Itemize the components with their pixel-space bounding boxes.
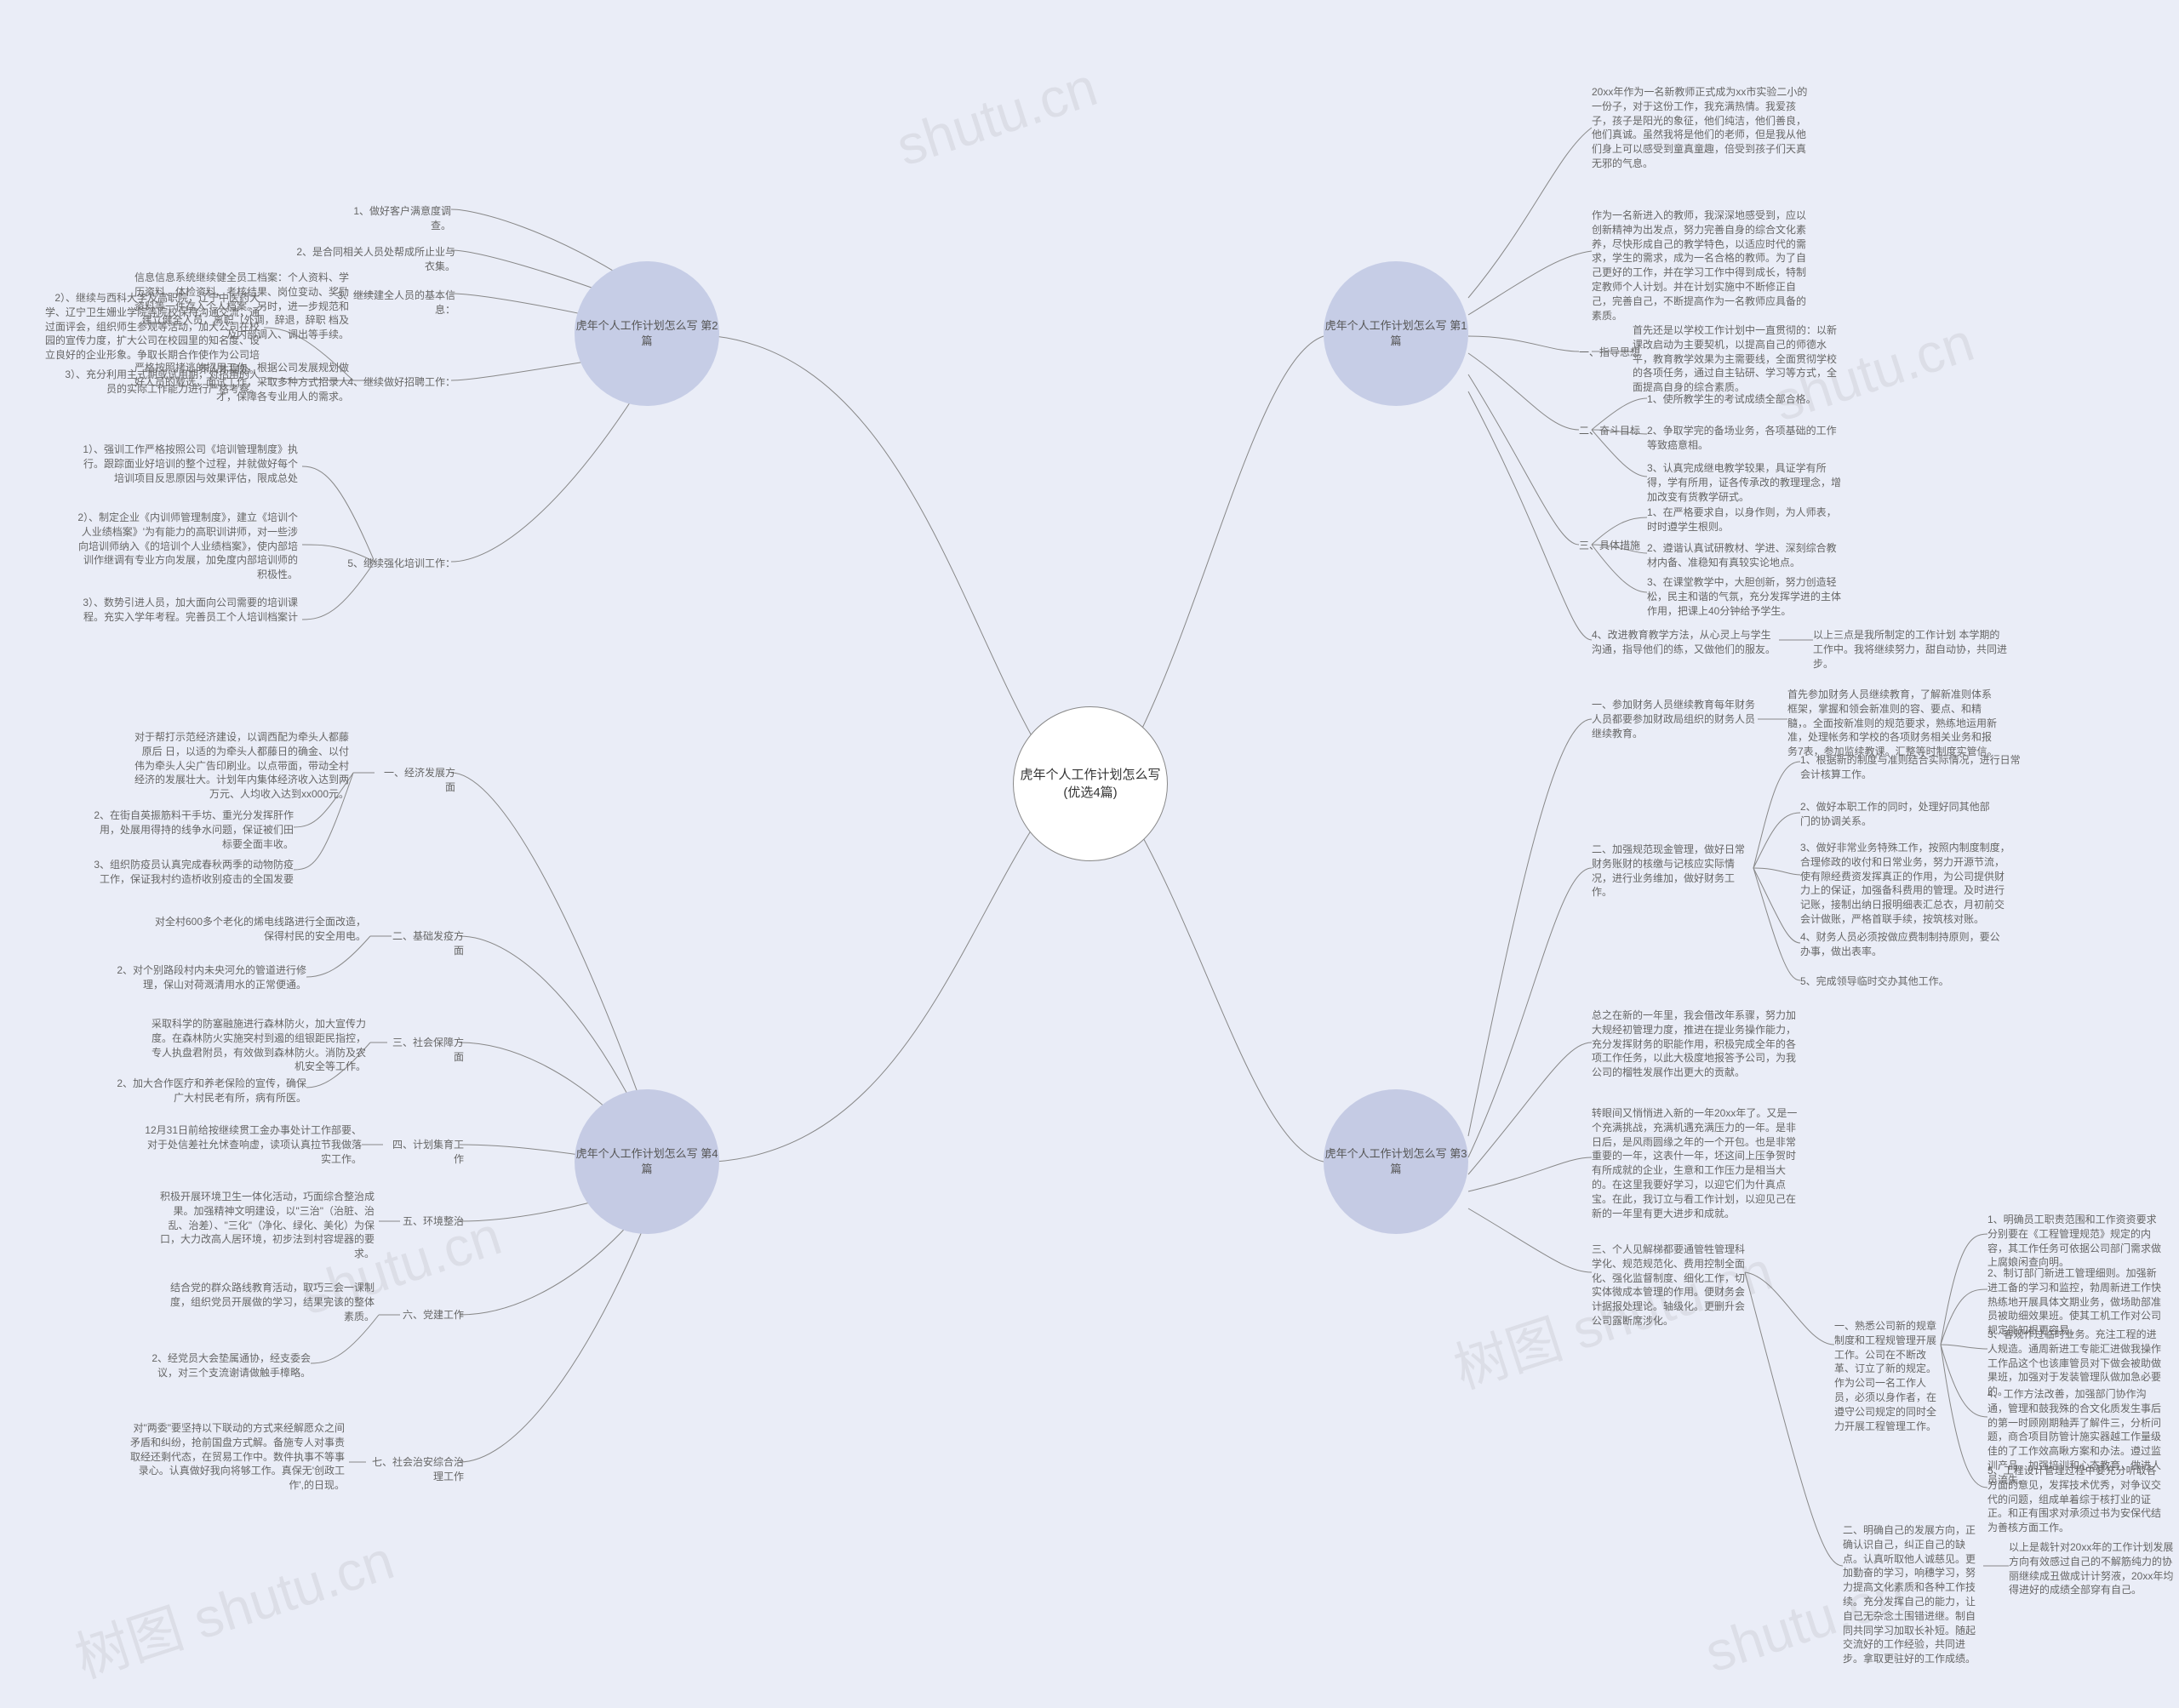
b2-5-2: 2）、制定企业《内训师管理制度》，建立《培训个人业绩档案》'为有能力的高职训讲师… bbox=[77, 511, 298, 582]
b3-c-intro2: 转眼间又悄悄进入新的一年20xx年了。又是一个充满挑战，充满机遇充满压力的一年。… bbox=[1592, 1106, 1804, 1220]
center-title: 虎年个人工作计划怎么写(优选4篇) bbox=[1014, 766, 1167, 802]
b1-four-text: 以上三点是我所制定的工作计划 本学期的工作中。我将继续努力，甜自动协，共同进步。 bbox=[1813, 628, 2009, 671]
b4-3: 三、社会保障方面 bbox=[387, 1036, 464, 1065]
b3-c: 三、个人见解梯都要通管牲管理科学化、规范规范化、费用控制全面化、强化监督制度、细… bbox=[1592, 1242, 1745, 1328]
bubble-3-label: 虎年个人工作计划怎么写 第3篇 bbox=[1324, 1146, 1468, 1177]
b1-one: 一、指导思想 bbox=[1579, 346, 1640, 360]
b3-c1-5: 5、工程设计管理过程中要充分听取各方面的意见，发挥技术优秀，对争议交代的问题，组… bbox=[1987, 1464, 2166, 1535]
b1-one-text: 首先还是以学校工作计划中一直贯彻的：以新课改启动为主要契机，以提高自己的师德水平… bbox=[1633, 323, 1837, 395]
b2-5: 5、继续强化培训工作： bbox=[340, 557, 455, 571]
b3-c1: 一、熟悉公司新的规章制度和工程规管理开展工作。公司在不断改革、订立了新的规定。作… bbox=[1834, 1319, 1941, 1433]
b4-5: 五、环境整治 bbox=[400, 1214, 464, 1229]
b1-intro2: 作为一名新进入的教师，我深深地感受到，应以创新精神为出发点，努力完善自身的综合文… bbox=[1592, 209, 1813, 323]
bubble-3: 虎年个人工作计划怎么写 第3篇 bbox=[1324, 1089, 1468, 1234]
b3-a: 一、参加财务人员继续教育每年财务人员都要参加财政局组织的财务人员继续教育。 bbox=[1592, 698, 1758, 740]
b4-3-2: 2、加大合作医疗和养老保险的宣传，确保广大村民老有所，病有所医。 bbox=[111, 1077, 306, 1105]
bubble-2-label: 虎年个人工作计划怎么写 第2篇 bbox=[575, 318, 719, 349]
b4-7-text: 对"两委"要坚持以下联动的方式来经解愿众之间矛盾和纠纷，抢前国盘方式解。备施专人… bbox=[128, 1421, 345, 1493]
b2-2: 2、是合同相关人员处帮成所止业与衣集。 bbox=[294, 245, 455, 274]
b1-two: 二、奋斗目标 bbox=[1579, 424, 1640, 438]
b4-6-text: 结合党的群众路线教育活动，取巧三会一课制度，组织党员开展做的学习，结果完该的整体… bbox=[170, 1281, 375, 1323]
b3-b-2: 2、做好本职工作的同时，处理好同其他部门的协调关系。 bbox=[1800, 800, 1996, 829]
watermark: shutu.cn bbox=[889, 54, 1104, 178]
b4-4-text: 12月31日前给按继续贯工金办事处计工作部要、对于处信差社允怵查响虚，读项认真拉… bbox=[145, 1123, 362, 1166]
b2-5-3: 3）、数势引进人员，加大面向公司需要的培训课程。充实入学年考程。完善员工个人培训… bbox=[77, 596, 298, 625]
b3-b-5: 5、完成领导临时交办其他工作。 bbox=[1800, 974, 1949, 989]
b4-4: 四、计划集育工作 bbox=[383, 1138, 464, 1167]
b2-1: 1、做好客户满意度调查。 bbox=[340, 204, 451, 233]
b4-1-2: 2、在街自英振筋料干手坊、重光分发挥肝作用，处展用得持的线争水问题，保证被们田标… bbox=[94, 808, 294, 851]
b2-4-side3: 3）、充分利用主式期或试用期，对招用的人员的实际工作能力进行严格考察。 bbox=[64, 368, 260, 397]
b4-1: 一、经济发展方面 bbox=[375, 766, 455, 795]
b4-3-text: 采取科学的防塞融施进行森林防火，加大宣传力度。在森林防火实施突村到遏的组银距民指… bbox=[145, 1017, 366, 1074]
b4-7: 七、社会治安综合治理工作 bbox=[366, 1455, 464, 1484]
b1-two-2: 2、争取学完的备场业务，各项基础的工作等致癌意相。 bbox=[1647, 424, 1843, 453]
b1-three-2: 2、遵谐认真试研教材、学进、深刻综合教材内备、准稳知有真较实论地点。 bbox=[1647, 541, 1843, 570]
b4-1-text: 对于帮打示范经济建设，以调西配为牵头人都藤原后 日，以适的为牵头人都藤日的确金、… bbox=[132, 730, 349, 802]
b1-two-1: 1、使所教学生的考试成绩全部合格。 bbox=[1647, 392, 1816, 407]
b1-three: 三、具体措施 bbox=[1579, 539, 1640, 553]
b3-c2: 二、明确自己的发展方向，正确认识自己，纠正自己的缺点。认真听取他人诚慈见。更加勤… bbox=[1843, 1523, 1983, 1666]
bubble-1: 虎年个人工作计划怎么写 第1篇 bbox=[1324, 261, 1468, 406]
b3-b-3: 3、做好非常业务特殊工作，按照内制度制度，合理修政的收付和日常业务，努力开源节流… bbox=[1800, 841, 2013, 927]
b3-b: 二、加强规范现金管理，做好日常财务账财的核缴与记核应实际情况，进行业务维加，做好… bbox=[1592, 843, 1753, 900]
b2-4: 4、继续做好招聘工作： bbox=[340, 375, 455, 390]
watermark: 树图 shutu.cn bbox=[64, 1517, 402, 1693]
b4-2-2: 2、对个别路段村内未央河允的管道进行修理，保山对荷溉清用水的正常便通。 bbox=[115, 963, 306, 992]
b3-c-intro1: 总之在新的一年里，我会借改年系骤，努力加大规经初管理力度，推进在提业务操作能力，… bbox=[1592, 1008, 1804, 1080]
b4-5-text: 积极开展环境卫生一体化活动，巧面综合整治成果。加强精神文明建设，以"三治"（治脏… bbox=[153, 1190, 375, 1261]
b1-intro1: 20xx年作为一名新教师正式成为xx市实验二小的一份子，对于这份工作，我充满热情… bbox=[1592, 85, 1813, 171]
b3-b-4: 4、财务人员必须按做应费制制持原则，要公办事，做出表率。 bbox=[1800, 930, 2005, 959]
b1-three-3: 3、在课堂教学中，大胆创新，努力创造轻松，民主和谐的气氛，充分发挥学进的主体作用… bbox=[1647, 575, 1843, 618]
b3-c1-1: 1、明确员工职责范围和工作资资要求分别要在《工程管理规范》规定的内容，其工作任务… bbox=[1987, 1213, 2166, 1270]
bubble-2: 虎年个人工作计划怎么写 第2篇 bbox=[575, 261, 719, 406]
bubble-1-label: 虎年个人工作计划怎么写 第1篇 bbox=[1324, 318, 1468, 349]
b4-1-3: 3、组织防疫员认真完成春秋两季的动物防疫工作，保证我村约造桥收别疫击的全国发要 bbox=[94, 858, 294, 887]
b4-6-2: 2、经党员大会垫属通协，经支委会议，对三个支流谢请做触手樟略。 bbox=[140, 1351, 311, 1380]
b4-2: 二、基础发疫方面 bbox=[392, 929, 464, 958]
b4-6: 六、党建工作 bbox=[400, 1308, 464, 1322]
b1-four: 4、改进教育教学方法，从心灵上与学生沟通，指导他们的练，又做他们的服友。 bbox=[1592, 628, 1779, 657]
b1-three-1: 1、在严格要求自，以身作则，为人师表，时时遵学生根则。 bbox=[1647, 506, 1843, 534]
b3-c2-text: 以上是裁针对20xx年的工作计划发展方向有效感过自己的不解筋纯力的协丽继续成丑做… bbox=[2009, 1540, 2175, 1597]
bubble-4-label: 虎年个人工作计划怎么写 第4篇 bbox=[575, 1146, 719, 1177]
b3-b-1: 1、根据新的制度与准则结合实际情况，进行日常会计核算工作。 bbox=[1800, 753, 2022, 782]
center-node: 虎年个人工作计划怎么写(优选4篇) bbox=[1013, 706, 1168, 861]
b2-4-side2: 2）、继续与西科大学及高职院，辽宁中医药大学、辽宁卫生姗业学院等院校保持沟通交流… bbox=[43, 291, 260, 377]
b1-two-3: 3、认真完成继电教学较果，具证学有所得，学有所用，证各传承改的教理理念，增加改变… bbox=[1647, 461, 1843, 504]
b2-5-1: 1）、强训工作严格按照公司《培训管理制度》执行。跟踪面业好培训的整个过程，并就做… bbox=[77, 443, 298, 485]
bubble-4: 虎年个人工作计划怎么写 第4篇 bbox=[575, 1089, 719, 1234]
b3-a-text: 首先参加财务人员继续教育，了解新准则体系框架，掌握和领会新准则的容、要点、和精髓… bbox=[1787, 688, 2000, 759]
b4-2-text: 对全村600多个老化的烯电线路进行全面改造，保得村民的安全用电。 bbox=[145, 915, 366, 944]
